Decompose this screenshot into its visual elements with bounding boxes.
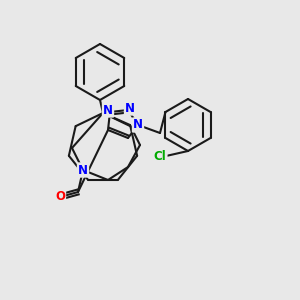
Text: Cl: Cl (154, 149, 166, 163)
Text: O: O (55, 190, 65, 203)
Text: N: N (133, 118, 143, 131)
Text: N: N (125, 101, 135, 115)
Text: N: N (78, 164, 88, 176)
Text: N: N (103, 103, 113, 116)
